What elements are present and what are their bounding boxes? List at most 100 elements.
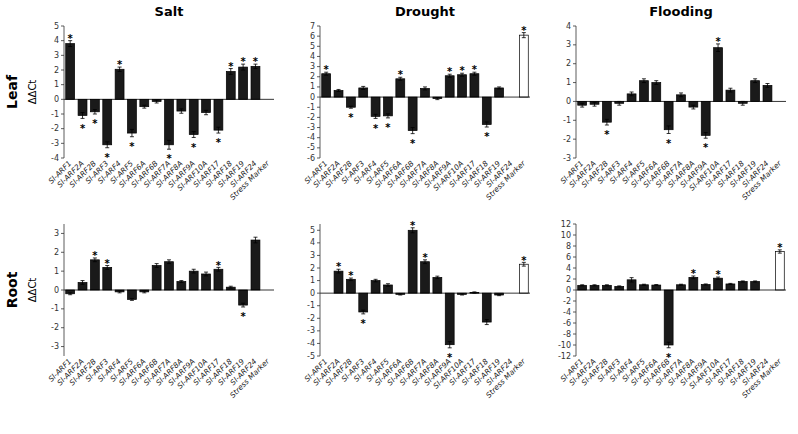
bar — [127, 99, 136, 133]
bar — [226, 71, 235, 99]
bar — [652, 285, 661, 290]
y-tick-label: -4 — [307, 339, 315, 348]
bar — [189, 99, 198, 134]
error-bar — [485, 122, 489, 127]
bar — [359, 293, 368, 312]
significance-marker: * — [691, 268, 697, 279]
bar — [127, 290, 136, 299]
y-tick-label: -1 — [51, 304, 59, 313]
bar — [738, 281, 747, 290]
error-bar — [192, 132, 196, 138]
y-tick-label: 4 — [566, 264, 571, 273]
zero-line — [320, 97, 530, 98]
significance-marker: * — [521, 25, 527, 36]
y-tick-label: 5 — [310, 42, 315, 51]
y-tick — [573, 158, 576, 159]
bar — [66, 44, 75, 100]
significance-marker: * — [447, 352, 453, 363]
y-tick-label: -1 — [307, 301, 315, 310]
bar — [66, 290, 75, 294]
error-bar — [374, 114, 378, 118]
bar — [103, 267, 112, 290]
y-tick-label: -1 — [51, 110, 59, 119]
figure: -4-3-2-1012345Sl-ARF1Sl-ARF2ASl-ARF2BSl-… — [0, 0, 798, 434]
y-tick-label: 1 — [310, 82, 315, 91]
y-tick-label: -2 — [307, 113, 315, 122]
error-bar — [105, 142, 109, 148]
significance-marker: * — [777, 242, 783, 253]
bar — [714, 48, 723, 102]
significance-marker: * — [422, 252, 428, 263]
panel: -4-3-2-1012345Sl-ARF1Sl-ARF2ASl-ARF2BSl-… — [4, 4, 274, 202]
y-tick — [317, 330, 320, 331]
y-tick-label: -4 — [307, 133, 315, 142]
y-tick-label: -3 — [307, 326, 315, 335]
bar — [177, 282, 186, 290]
y-axis-line — [576, 26, 577, 158]
y-axis-line — [320, 26, 321, 158]
error-bar — [753, 79, 757, 83]
y-tick-label: -6 — [307, 154, 315, 163]
bar — [519, 264, 528, 293]
bar — [445, 293, 454, 345]
error-bar — [654, 285, 658, 286]
significance-marker: * — [410, 138, 416, 149]
y-tick-label: -3 — [307, 123, 315, 132]
y-axis-line — [320, 224, 321, 356]
bar — [701, 101, 710, 135]
bar — [103, 99, 112, 144]
error-bar — [167, 140, 171, 149]
y-tick — [61, 290, 64, 291]
y-tick — [317, 280, 320, 281]
y-tick — [317, 97, 320, 98]
error-bar — [130, 298, 134, 300]
significance-marker: * — [166, 153, 172, 164]
y-tick-label: 2 — [310, 72, 315, 81]
y-tick-label: 2 — [310, 264, 315, 273]
error-bar — [728, 283, 732, 284]
error-bar — [192, 269, 196, 273]
bar — [115, 69, 124, 99]
bar — [602, 285, 611, 290]
y-tick — [573, 101, 576, 102]
y-tick-label: 1 — [310, 276, 315, 285]
bar — [408, 230, 417, 293]
significance-marker: * — [105, 152, 111, 163]
y-tick-label: 1 — [566, 78, 571, 87]
y-tick — [317, 356, 320, 357]
y-tick — [317, 56, 320, 57]
bar — [519, 35, 528, 97]
significance-marker: * — [216, 137, 222, 148]
y-tick — [61, 70, 64, 71]
y-tick-label: -8 — [563, 330, 571, 339]
plot-area — [578, 44, 772, 138]
y-tick-label: 3 — [54, 51, 59, 60]
y-tick-label: 3 — [54, 229, 59, 238]
bar — [578, 285, 587, 290]
bar — [751, 281, 760, 290]
y-tick — [573, 246, 576, 247]
error-bar — [179, 109, 183, 113]
bar — [396, 79, 405, 97]
y-tick-label: -2 — [307, 314, 315, 323]
y-tick-label: 6 — [310, 32, 315, 41]
significance-marker: * — [715, 36, 721, 47]
significance-marker: * — [410, 220, 416, 231]
zero-line — [576, 290, 786, 291]
y-tick — [573, 44, 576, 45]
y-tick-label: -6 — [563, 319, 571, 328]
y-tick-label: -1 — [563, 116, 571, 125]
y-tick-label: 0 — [310, 93, 315, 102]
y-tick — [61, 252, 64, 253]
error-bar — [204, 272, 208, 276]
significance-marker: * — [447, 66, 453, 77]
y-tick-label: -4 — [51, 154, 59, 163]
significance-marker: * — [80, 123, 86, 134]
y-tick — [573, 257, 576, 258]
error-bar — [374, 279, 378, 282]
y-axis-label: ΔΔCt — [27, 80, 38, 105]
panel: -3-2-101234Sl-ARF1Sl-ARF2ASl-ARF2BSl-ARF… — [558, 4, 786, 202]
significance-marker: * — [348, 270, 354, 281]
title: Drought — [395, 4, 455, 19]
y-tick-label: 0 — [54, 286, 59, 295]
